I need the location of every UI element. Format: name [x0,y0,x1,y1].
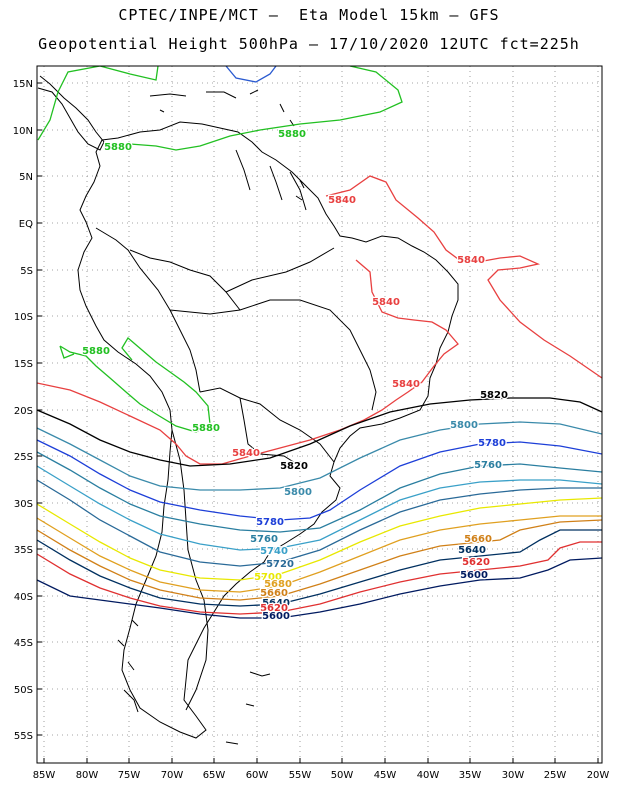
axis-tick-labels: 15N 10N 5N EQ 5S 10S 15S 20S 25S 30S 35S 40S 45S 50S 5… [13,79,610,781]
y-tick-label: 5S [20,266,33,277]
contour-5660 [37,519,602,601]
south-america-coastline [77,121,459,739]
y-tick-label: 10S [14,312,33,323]
y-tick-label: 5N [19,172,33,183]
contour-label: 5840 [232,448,260,459]
map-area: 5880 5880 5880 5880 5840 5840 5840 5840 5840 5820… [37,66,602,745]
y-tick-label: 20S [14,406,33,417]
contour-5620 [37,541,602,615]
y-tick-label: 50S [14,685,33,696]
contour-5780 [37,439,602,521]
contour-label: 5800 [450,420,478,431]
y-tick-label: 55S [14,731,33,742]
country-borders [95,149,377,711]
contour-5680 [37,515,602,593]
contour-5600 [37,557,602,619]
contour-5860 [225,66,277,83]
chile-islands [117,619,271,745]
x-tick-label: 40W [417,770,440,781]
height-contours [37,66,602,619]
x-tick-label: 65W [203,770,226,781]
contour-label: 5600 [262,611,290,622]
map-frame [36,65,603,764]
x-tick-label: 50W [331,770,354,781]
y-tick-label: 30S [14,499,33,510]
y-tick-label: 45S [14,638,33,649]
central-america-coastline [37,75,105,151]
contour-label: 5760 [474,460,502,471]
contour-5840-inland [37,259,459,465]
x-tick-label: 20W [587,770,610,781]
contour-label: 5880 [192,423,220,434]
y-tick-label: EQ [19,219,33,230]
contour-5880-north [37,66,403,151]
contour-label: 5840 [372,297,400,308]
contour-label: 5780 [256,517,284,528]
y-tick-label: 10N [13,126,33,137]
contour-5880-andes [59,337,211,433]
x-tick-label: 55W [289,770,312,781]
contour-labels: 5880 5880 5880 5880 5840 5840 5840 5840 5840 5820… [81,128,509,624]
y-tick-label: 15N [13,79,33,90]
x-tick-label: 30W [502,770,525,781]
contour-label: 5760 [250,534,278,545]
contour-label: 5620 [260,603,288,614]
contour-label: 5780 [478,438,506,449]
contour-label: 5820 [280,461,308,472]
contour-5640 [37,529,602,607]
lat-lon-grid [37,66,602,763]
y-tick-label: 15S [14,359,33,370]
x-tick-label: 70W [161,770,184,781]
contour-label: 5600 [460,570,488,581]
coastline-borders [37,75,459,745]
contour-5740 [37,465,602,551]
contour-label: 5680 [264,579,292,590]
y-tick-label: 25S [14,452,33,463]
contour-label: 5620 [462,557,490,568]
map-title-line2: Geopotential Height 500hPa – 17/10/2020 … [38,35,580,53]
contour-label: 5880 [278,129,306,140]
contour-5720 [37,479,602,567]
contour-label: 5660 [464,534,492,545]
contour-label: 5700 [254,572,282,583]
contour-5840-north [325,175,602,379]
contour-label: 5800 [284,487,312,498]
x-tick-label: 60W [246,770,269,781]
contour-label: 5740 [260,546,288,557]
x-tick-label: 75W [118,770,141,781]
contour-label: 5660 [260,588,288,599]
contour-label: 5840 [392,379,420,390]
y-tick-label: 35S [14,545,33,556]
x-tick-label: 80W [76,770,99,781]
x-tick-label: 35W [459,770,482,781]
contour-label: 5720 [266,559,294,570]
contour-5700 [37,497,602,581]
contour-label: 5880 [82,346,110,357]
contour-label: 5640 [458,545,486,556]
contour-5800 [37,421,602,491]
contour-label: 5880 [104,142,132,153]
contour-label: 5840 [328,195,356,206]
y-tick-label: 40S [14,592,33,603]
contour-label: 5820 [480,390,508,401]
x-tick-label: 85W [33,770,56,781]
contour-label: 5640 [262,598,290,609]
x-tick-label: 25W [544,770,567,781]
caribbean-islands [149,89,305,201]
contour-5820 [37,397,602,467]
contour-5760 [37,451,602,533]
x-tick-label: 45W [374,770,397,781]
map-title-line1: CPTEC/INPE/MCT – Eta Model 15km – GFS [118,6,500,24]
contour-label: 5840 [457,255,485,266]
